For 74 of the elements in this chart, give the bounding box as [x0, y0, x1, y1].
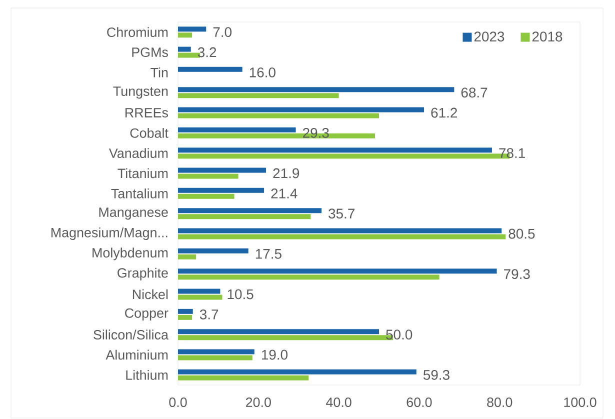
y-tick-label: Aluminium: [106, 350, 168, 360]
bar: [178, 228, 502, 234]
bar: [178, 349, 254, 354]
bar: [178, 208, 322, 214]
data-label: 3.7: [200, 309, 218, 320]
x-tick-label: 100.0: [564, 398, 596, 408]
data-label: 7.0: [213, 27, 232, 38]
bar: [178, 168, 266, 173]
x-tick-label: 0.0: [169, 398, 187, 408]
y-tick-label: Molybdenum: [92, 248, 168, 260]
bar: [178, 194, 234, 199]
data-label: 21.4: [271, 188, 298, 198]
y-tick-label: Tungsten: [113, 86, 168, 99]
data-label: 35.7: [328, 208, 354, 219]
bar: [178, 294, 222, 300]
data-label: 79.3: [504, 269, 530, 280]
bar: [178, 87, 454, 92]
y-tick-label: Cobalt: [130, 128, 168, 138]
bar: [178, 214, 311, 220]
data-label: 3.2: [198, 47, 216, 58]
y-tick-label: PGMs: [132, 47, 168, 58]
bar: [178, 174, 238, 179]
bar: [178, 369, 416, 374]
data-label: 50.0: [386, 330, 412, 340]
bar: [178, 314, 192, 320]
y-tick-label: Lithium: [126, 370, 168, 380]
bar: [178, 127, 296, 132]
bar: [178, 355, 252, 360]
bar: [178, 188, 264, 193]
bar: [178, 93, 339, 98]
bar: [178, 254, 196, 260]
bar: [178, 288, 220, 294]
bar: [178, 375, 309, 380]
y-tick-label: Titanium: [118, 168, 168, 178]
y-tick-label: Magnesium/Magn...: [51, 227, 168, 240]
x-tick-label: 20.0: [246, 398, 271, 408]
y-tick-label: Vanadium: [108, 148, 168, 158]
x-tick-label: 40.0: [326, 398, 352, 408]
y-tick-label: Copper: [125, 308, 168, 321]
data-label: 19.0: [262, 350, 288, 360]
bar: [178, 248, 248, 254]
bar: [178, 329, 380, 334]
y-tick-label: Silicon/Silica: [94, 330, 168, 340]
x-tick-label: 80.0: [487, 398, 512, 408]
data-label: 17.5: [256, 249, 282, 259]
data-label: 78.1: [499, 148, 525, 158]
bar: [178, 46, 191, 52]
legend-label: 2023: [474, 32, 504, 42]
y-tick-label: Chromium: [107, 27, 168, 38]
x-tick-label: 60.0: [406, 398, 432, 408]
bar: [178, 148, 492, 153]
bar: [178, 107, 424, 112]
data-label: 16.0: [250, 67, 276, 78]
y-tick-label: Tin: [150, 68, 168, 78]
data-label: 21.9: [273, 168, 300, 178]
legend-label: 2018: [532, 32, 562, 42]
data-label: 59.3: [423, 370, 450, 380]
bar: [178, 234, 506, 240]
data-label: 68.7: [461, 88, 488, 98]
y-tick-label: Manganese: [99, 208, 168, 220]
y-tick-label: Nickel: [132, 289, 168, 300]
bar: [178, 66, 242, 72]
bar: [178, 274, 440, 280]
bar: [178, 32, 192, 38]
data-label: 10.5: [228, 289, 254, 300]
bar: [178, 26, 206, 32]
bar: [178, 268, 497, 274]
y-tick-label: Graphite: [118, 268, 168, 280]
data-label: 61.2: [431, 108, 457, 118]
y-tick-label: Tantalium: [111, 188, 168, 198]
bar: [178, 308, 193, 314]
bar: [178, 113, 380, 118]
data-label: 80.5: [508, 228, 535, 239]
y-tick-label: RREEs: [126, 108, 168, 118]
